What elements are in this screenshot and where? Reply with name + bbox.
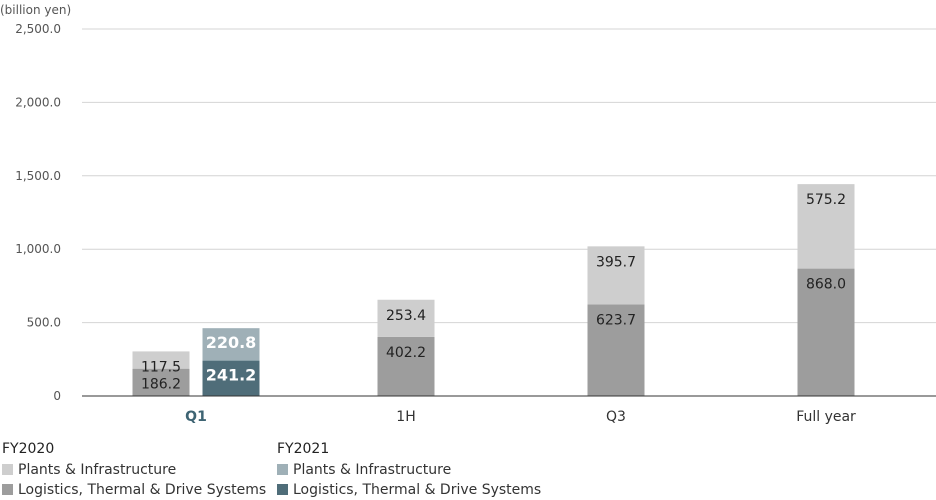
legend-group-title: FY2021 <box>277 441 330 457</box>
bar-segment <box>587 246 645 305</box>
legend-label: Logistics, Thermal & Drive Systems <box>18 482 267 498</box>
bar-segment <box>202 328 260 361</box>
y-tick-label: 2,500.0 <box>15 22 61 36</box>
bar-segment <box>797 268 855 396</box>
data-label: 253.4 <box>386 308 426 324</box>
data-label: 117.5 <box>141 359 181 375</box>
data-label: 220.8 <box>206 333 257 352</box>
x-tick-label: 1H <box>396 409 415 425</box>
data-label: 395.7 <box>596 254 636 270</box>
data-label: 186.2 <box>141 377 181 393</box>
y-tick-label: 500.0 <box>27 316 61 330</box>
y-axis-ticks: 0 500.0 1,000.0 1,500.0 2,000.0 2,500.0 <box>15 22 61 403</box>
legend-swatch <box>277 464 288 475</box>
legend-group-title: FY2020 <box>2 441 55 457</box>
gridlines <box>82 28 936 324</box>
bar-segment <box>797 184 855 269</box>
y-axis-unit-label: (billion yen) <box>0 3 71 17</box>
x-tick-label: Full year <box>796 409 856 425</box>
data-label: 623.7 <box>596 312 636 328</box>
x-tick-label: Q1 <box>185 409 207 425</box>
bar-segment <box>202 360 260 396</box>
legend-label: Logistics, Thermal & Drive Systems <box>293 482 542 498</box>
legend-label: Plants & Infrastructure <box>293 462 452 478</box>
bars: 186.2 117.5 241.2 220.8 402.2 253.4 623.7 395.7… <box>132 184 855 396</box>
data-label: 241.2 <box>206 366 257 385</box>
bar-segment <box>377 336 435 396</box>
legend-swatch <box>2 484 13 495</box>
bar-segment <box>132 368 190 396</box>
x-axis-ticks: Q1 1H Q3 Full year <box>185 409 856 425</box>
legend-item: Logistics, Thermal & Drive Systems <box>2 482 266 498</box>
legend-swatch <box>277 484 288 495</box>
legend-item: Logistics, Thermal & Drive Systems <box>277 482 541 498</box>
legend-label: Plants & Infrastructure <box>18 462 177 478</box>
data-label: 402.2 <box>386 345 426 361</box>
y-tick-label: 2,000.0 <box>15 95 61 109</box>
data-label: 575.2 <box>806 192 846 208</box>
data-label: 868.0 <box>806 277 846 293</box>
legend-swatch <box>2 464 13 475</box>
y-tick-label: 1,000.0 <box>15 242 61 256</box>
y-tick-label: 0 <box>53 389 61 403</box>
y-tick-label: 1,500.0 <box>15 169 61 183</box>
bar-segment <box>132 351 190 369</box>
bar-segment <box>587 304 645 396</box>
bar-segment <box>377 299 435 337</box>
x-tick-label: Q3 <box>606 409 626 425</box>
stacked-bar-chart: (billion yen) 0 500.0 1,000.0 1,500.0 2,000.… <box>0 3 936 425</box>
legend-item: Plants & Infrastructure <box>2 462 176 478</box>
legend-item: Plants & Infrastructure <box>277 462 451 478</box>
